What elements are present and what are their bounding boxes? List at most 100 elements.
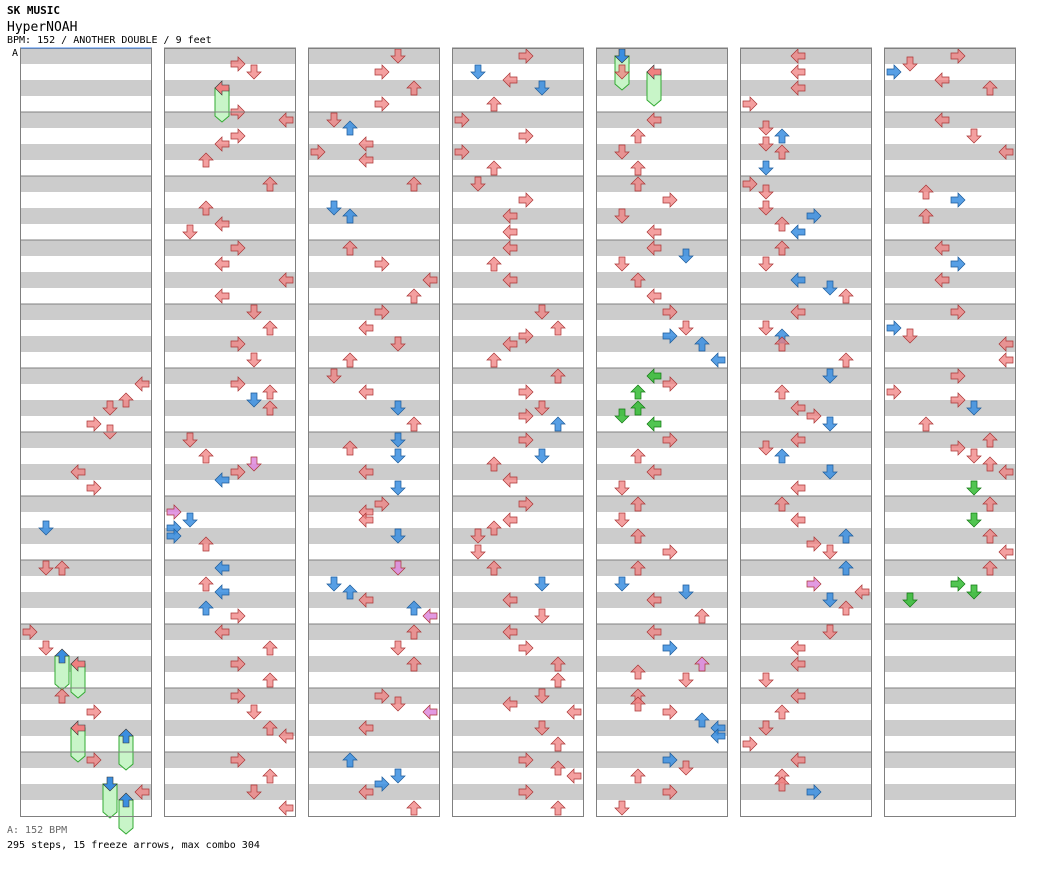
stripe-band (596, 528, 728, 544)
stripe-band (20, 592, 152, 608)
stripe-band (596, 208, 728, 224)
step-arrow-eighth (950, 256, 966, 272)
stripe-band (20, 48, 152, 64)
step-arrow-twelfth (966, 512, 982, 528)
stripe-band (596, 112, 728, 128)
stripe-band (308, 464, 440, 480)
stripe-band (20, 240, 152, 256)
stripe-band (20, 272, 152, 288)
stripe-band (164, 720, 296, 736)
stripe-band (452, 528, 584, 544)
stripe-band (596, 336, 728, 352)
stripe-band (164, 432, 296, 448)
stripe-band (596, 272, 728, 288)
stripe-band (20, 208, 152, 224)
step-arrow-quarter (486, 96, 502, 112)
step-arrow-twelfth (950, 576, 966, 592)
step-arrow-quarter (246, 64, 262, 80)
stripe-band (740, 432, 872, 448)
step-arrow-quarter (342, 352, 358, 368)
step-arrow-quarter (182, 224, 198, 240)
stripe-band (596, 496, 728, 512)
step-arrow-eighth (390, 480, 406, 496)
step-arrow-eighth (886, 64, 902, 80)
stripe-band (164, 656, 296, 672)
step-arrow-quarter (86, 480, 102, 496)
stripe-band (452, 272, 584, 288)
stripe-band (884, 496, 1016, 512)
stripe-band (884, 624, 1016, 640)
stripe-band (740, 464, 872, 480)
stripe-band (596, 720, 728, 736)
stripe-band (884, 304, 1016, 320)
step-arrow-quarter (630, 128, 646, 144)
step-arrow-quarter (614, 800, 630, 816)
stripe-band (596, 752, 728, 768)
stripe-band (20, 496, 152, 512)
stripe-band (308, 368, 440, 384)
stripe-band (452, 144, 584, 160)
stripe-band (308, 80, 440, 96)
stripe-band (884, 656, 1016, 672)
step-arrow-quarter (230, 128, 246, 144)
stripe-band (452, 112, 584, 128)
step-arrow-quarter (998, 544, 1014, 560)
stripe-band (164, 208, 296, 224)
stripe-band (884, 208, 1016, 224)
stripe-band (164, 496, 296, 512)
stripe-band (308, 304, 440, 320)
step-arrow-quarter (886, 384, 902, 400)
stripe-band (884, 464, 1016, 480)
chart-info: BPM: 152 / ANOTHER DOUBLE / 9 feet (7, 35, 212, 46)
stripe-band (308, 752, 440, 768)
step-arrow-quarter (246, 704, 262, 720)
step-arrow-eighth (390, 448, 406, 464)
stripe-band (164, 624, 296, 640)
step-arrow-quarter (790, 64, 806, 80)
stripe-band (740, 112, 872, 128)
stripe-band (452, 400, 584, 416)
stripe-band (164, 784, 296, 800)
stripe-band (740, 624, 872, 640)
step-arrow-quarter (646, 224, 662, 240)
stripe-band (596, 368, 728, 384)
step-arrow-quarter (550, 320, 566, 336)
step-arrow-eighth (550, 416, 566, 432)
chart-column-border (884, 48, 1016, 817)
step-arrow-eighth (710, 352, 726, 368)
stripe-band (884, 720, 1016, 736)
chart-column-border (164, 48, 296, 817)
step-arrow-quarter (758, 256, 774, 272)
step-arrow-quarter (694, 608, 710, 624)
step-arrow-quarter (662, 192, 678, 208)
step-arrow-eighth (534, 576, 550, 592)
step-arrow-quarter (838, 352, 854, 368)
stripe-band (20, 688, 152, 704)
stripe-band (164, 752, 296, 768)
stripe-band (452, 80, 584, 96)
stripe-band (596, 688, 728, 704)
stripe-band (308, 208, 440, 224)
step-arrow-quarter (374, 96, 390, 112)
step-arrow-quarter (646, 288, 662, 304)
step-arrow-quarter (550, 736, 566, 752)
step-arrow-quarter (774, 384, 790, 400)
step-arrow-quarter (566, 768, 582, 784)
step-arrow-quarter (198, 448, 214, 464)
step-arrow-quarter (550, 672, 566, 688)
stripe-band (884, 240, 1016, 256)
step-arrow-quarter (630, 160, 646, 176)
stripe-band (452, 176, 584, 192)
stripe-band (884, 176, 1016, 192)
song-title: HyperNOAH (7, 20, 78, 35)
step-arrow-quarter (838, 288, 854, 304)
step-arrow-quarter (358, 320, 374, 336)
step-arrow-quarter (742, 736, 758, 752)
step-arrow-quarter (518, 128, 534, 144)
stripe-band (596, 144, 728, 160)
step-arrow-quarter (470, 544, 486, 560)
stripe-band (884, 80, 1016, 96)
step-arrow-quarter (998, 352, 1014, 368)
stripe-band (452, 336, 584, 352)
